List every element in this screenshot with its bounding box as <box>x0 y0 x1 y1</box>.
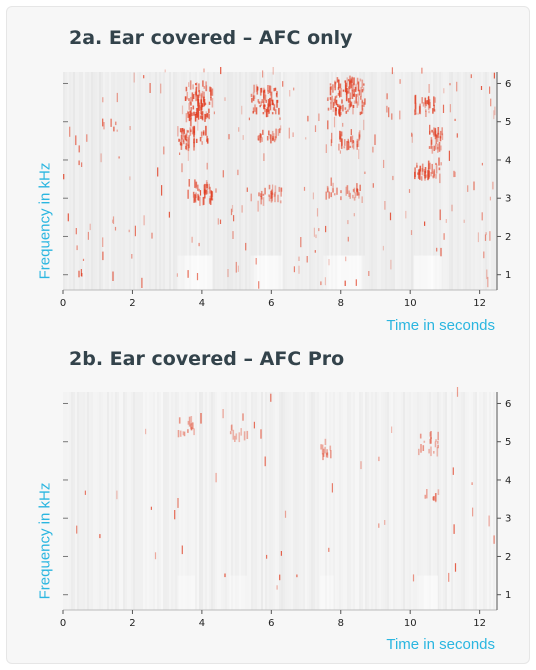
x-axis-label-2a: Time in seconds <box>386 317 495 334</box>
y-tick-label: 6 <box>505 79 511 90</box>
x-tick-label: 12 <box>473 298 486 309</box>
energy-region <box>326 75 366 117</box>
x-tick-label: 2 <box>129 298 135 309</box>
energy-region <box>320 438 332 461</box>
x-tick-label: 6 <box>268 618 274 629</box>
energy-region <box>424 489 440 503</box>
x-tick-label: 4 <box>199 618 205 629</box>
energy-region <box>414 94 436 117</box>
y-tick-label: 2 <box>505 552 511 563</box>
chart-title-2b: 2b. Ear covered – AFC Pro <box>69 348 345 370</box>
y-axis-label-2a: Frequency in kHz <box>36 162 54 280</box>
energy-region <box>192 179 214 206</box>
x-tick-label: 0 <box>60 298 66 309</box>
y-tick-label: 1 <box>505 590 511 601</box>
energy-region <box>184 80 214 123</box>
y-tick-label: 1 <box>505 270 511 281</box>
y-tick-label: 3 <box>505 514 511 525</box>
energy-region <box>338 130 361 151</box>
x-tick-label: 4 <box>199 298 205 309</box>
x-tick-label: 10 <box>404 298 417 309</box>
x-tick-label: 6 <box>268 298 274 309</box>
x-tick-label: 8 <box>338 298 344 309</box>
y-tick-label: 5 <box>505 437 511 448</box>
energy-region <box>229 424 249 443</box>
y-tick-label: 4 <box>505 155 511 166</box>
spectrogram-noise <box>76 387 495 590</box>
y-axis-label-2b: Frequency in kHz <box>36 482 54 600</box>
chart-title-2a: 2a. Ear covered – AFC only <box>69 27 353 49</box>
spectrogram-texture <box>63 72 497 290</box>
energy-region <box>177 416 195 438</box>
x-tick-label: 8 <box>338 618 344 629</box>
energy-region <box>418 431 439 457</box>
x-tick-label: 0 <box>60 618 66 629</box>
y-tick-label: 5 <box>505 117 511 128</box>
energy-region <box>257 128 281 144</box>
energy-region <box>250 84 280 118</box>
spectrogram-texture <box>63 392 497 610</box>
y-tick-label: 6 <box>505 399 511 410</box>
spectrogram-noise <box>63 67 496 289</box>
x-tick-label: 2 <box>129 618 135 629</box>
energy-region <box>414 160 442 184</box>
y-tick-label: 3 <box>505 194 511 205</box>
figure-card: 2a. Ear covered – AFC only 0 2 4 6 8 10 12 1 2 3 4… <box>6 6 530 664</box>
y-tick-label: 4 <box>505 475 511 486</box>
x-tick-label: 12 <box>473 618 486 629</box>
y-tick-label: 2 <box>505 232 511 243</box>
x-tick-label: 10 <box>404 618 417 629</box>
energy-region <box>428 127 443 154</box>
energy-region <box>258 184 283 206</box>
energy-region <box>178 125 209 152</box>
x-axis-label-2b: Time in seconds <box>386 636 495 653</box>
energy-region <box>325 182 363 203</box>
